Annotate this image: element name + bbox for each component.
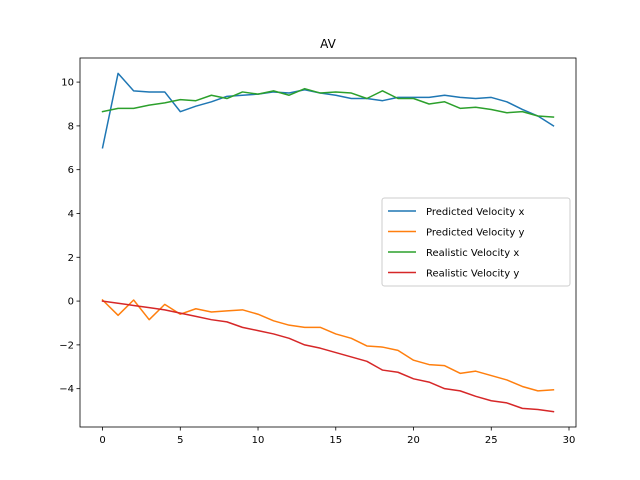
x-tick-label: 0 — [99, 435, 105, 446]
series-line-1 — [101, 72, 555, 149]
x-tick-label: 10 — [252, 435, 265, 446]
legend-label-3: Realistic Velocity x — [426, 248, 519, 259]
y-tick-label: 10 — [61, 78, 74, 89]
x-tick-label: 25 — [485, 435, 498, 446]
y-tick-label: 0 — [68, 297, 74, 308]
x-tick-label: 5 — [177, 435, 183, 446]
x-tick-label: 20 — [407, 435, 420, 446]
x-tick-label: 15 — [329, 435, 342, 446]
x-tick-label: 30 — [563, 435, 576, 446]
y-tick-label: −4 — [59, 384, 74, 395]
y-tick-label: 2 — [68, 253, 74, 264]
legend-label-4: Realistic Velocity y — [426, 269, 519, 280]
y-tick-label: −2 — [59, 340, 74, 351]
series-line-3 — [101, 87, 555, 118]
y-tick-label: 4 — [68, 209, 74, 220]
series-line-4 — [101, 300, 555, 413]
y-tick-label: 6 — [68, 165, 74, 176]
legend-label-1: Predicted Velocity x — [426, 207, 525, 218]
legend-box — [381, 197, 571, 287]
y-tick-label: 8 — [68, 121, 74, 132]
legend-label-2: Predicted Velocity y — [426, 228, 525, 239]
plot-area: 0 5 10 15 20 25 30 −4 −2 0 2 4 6 8 10 — [59, 57, 577, 446]
legend: Predicted Velocity x Predicted Velocity y… — [381, 197, 571, 287]
axes-frame — [79, 57, 577, 428]
chart-title: AV — [320, 37, 336, 51]
